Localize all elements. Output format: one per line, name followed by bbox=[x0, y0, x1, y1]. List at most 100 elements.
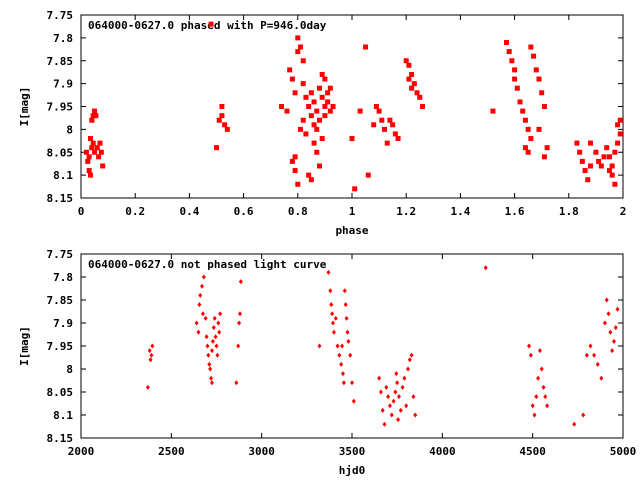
data-point bbox=[234, 380, 239, 386]
data-point bbox=[376, 108, 382, 114]
x-tick-label: 0.4 bbox=[179, 205, 199, 218]
data-point bbox=[343, 302, 348, 308]
data-point bbox=[219, 113, 225, 119]
x-tick-label: 2000 bbox=[68, 445, 95, 458]
data-point bbox=[200, 283, 205, 289]
plot-frame bbox=[80, 253, 624, 439]
data-point bbox=[406, 62, 412, 68]
data-point bbox=[314, 126, 320, 132]
data-point bbox=[357, 108, 363, 114]
y-tick-label: 8 bbox=[66, 363, 73, 376]
data-point bbox=[206, 352, 211, 358]
data-point bbox=[238, 279, 243, 285]
data-point bbox=[520, 108, 526, 114]
data-point bbox=[525, 126, 531, 132]
data-point bbox=[404, 403, 409, 409]
data-point bbox=[387, 117, 393, 123]
x-tick-label: 3000 bbox=[248, 445, 275, 458]
data-point bbox=[218, 311, 223, 317]
data-point bbox=[406, 366, 411, 372]
x-tick-label: 1.6 bbox=[505, 205, 525, 218]
data-point bbox=[599, 375, 604, 381]
data-point bbox=[98, 149, 104, 155]
data-point bbox=[314, 108, 320, 114]
x-tick-label: 0 bbox=[78, 205, 85, 218]
data-point bbox=[377, 375, 382, 381]
x-tick-label: 1 bbox=[349, 205, 356, 218]
data-point bbox=[527, 343, 532, 349]
data-point bbox=[539, 90, 545, 96]
data-point bbox=[409, 352, 414, 358]
data-point bbox=[222, 122, 228, 128]
data-point bbox=[325, 90, 331, 96]
data-point bbox=[219, 104, 225, 109]
x-tick-label: 4500 bbox=[519, 445, 546, 458]
data-point bbox=[577, 149, 583, 155]
y-tick-label: 8.1 bbox=[53, 409, 73, 422]
data-point bbox=[203, 315, 208, 321]
plot-frame bbox=[80, 14, 624, 199]
data-point bbox=[204, 334, 209, 340]
data-point bbox=[87, 136, 93, 142]
unphased-light-curve-chart: 2000 2500 3000 3500 4000 4500 5000 7.75 7.8 7.85 7… bbox=[18, 248, 636, 477]
data-point bbox=[94, 145, 100, 151]
data-point bbox=[329, 302, 334, 308]
data-point bbox=[90, 140, 96, 146]
data-point bbox=[363, 44, 369, 50]
data-point bbox=[411, 81, 417, 87]
data-point bbox=[289, 158, 295, 164]
data-point bbox=[522, 117, 528, 123]
data-point bbox=[308, 177, 314, 183]
y-tick-label: 8.15 bbox=[47, 432, 74, 445]
data-point bbox=[348, 352, 353, 358]
data-point bbox=[606, 154, 612, 160]
x-tick-label: 0.2 bbox=[125, 205, 145, 218]
data-point bbox=[217, 329, 222, 335]
data-point bbox=[389, 412, 394, 418]
x-tick-label: 5000 bbox=[610, 445, 637, 458]
data-point bbox=[587, 163, 593, 169]
data-point bbox=[237, 320, 242, 326]
data-point bbox=[92, 149, 98, 155]
data-point bbox=[609, 172, 615, 178]
data-point bbox=[582, 168, 588, 174]
data-point bbox=[149, 352, 154, 358]
data-point bbox=[411, 394, 416, 400]
y-tick-label: 7.9 bbox=[53, 317, 73, 330]
x-tick-label: 1.4 bbox=[450, 205, 470, 218]
data-point bbox=[317, 343, 322, 349]
data-point bbox=[585, 177, 591, 183]
data-point bbox=[333, 315, 338, 321]
data-point bbox=[330, 104, 336, 109]
data-point bbox=[344, 315, 349, 321]
data-point bbox=[365, 172, 371, 178]
data-point bbox=[483, 265, 488, 271]
y-tick-label: 7.9 bbox=[53, 78, 73, 91]
data-point bbox=[300, 81, 306, 87]
data-point bbox=[395, 136, 401, 142]
data-point bbox=[617, 117, 623, 123]
data-point bbox=[604, 145, 610, 151]
data-point bbox=[298, 44, 304, 50]
data-point bbox=[604, 297, 609, 303]
data-point bbox=[306, 104, 312, 109]
data-point bbox=[533, 67, 539, 73]
data-point bbox=[210, 338, 215, 344]
data-point bbox=[339, 361, 344, 367]
data-point bbox=[331, 329, 336, 335]
data-point bbox=[89, 145, 95, 151]
data-point bbox=[212, 315, 217, 321]
data-point bbox=[214, 145, 219, 151]
data-point bbox=[303, 131, 309, 137]
data-point bbox=[194, 320, 199, 326]
data-point bbox=[615, 306, 620, 312]
data-point bbox=[395, 380, 400, 386]
data-point bbox=[97, 140, 103, 146]
data-point bbox=[541, 104, 547, 109]
data-point bbox=[417, 94, 423, 100]
data-point bbox=[197, 302, 202, 308]
x-tick-label: 2500 bbox=[158, 445, 185, 458]
data-point bbox=[216, 320, 221, 326]
data-point bbox=[209, 348, 214, 354]
x-tick-label: 4000 bbox=[429, 445, 456, 458]
